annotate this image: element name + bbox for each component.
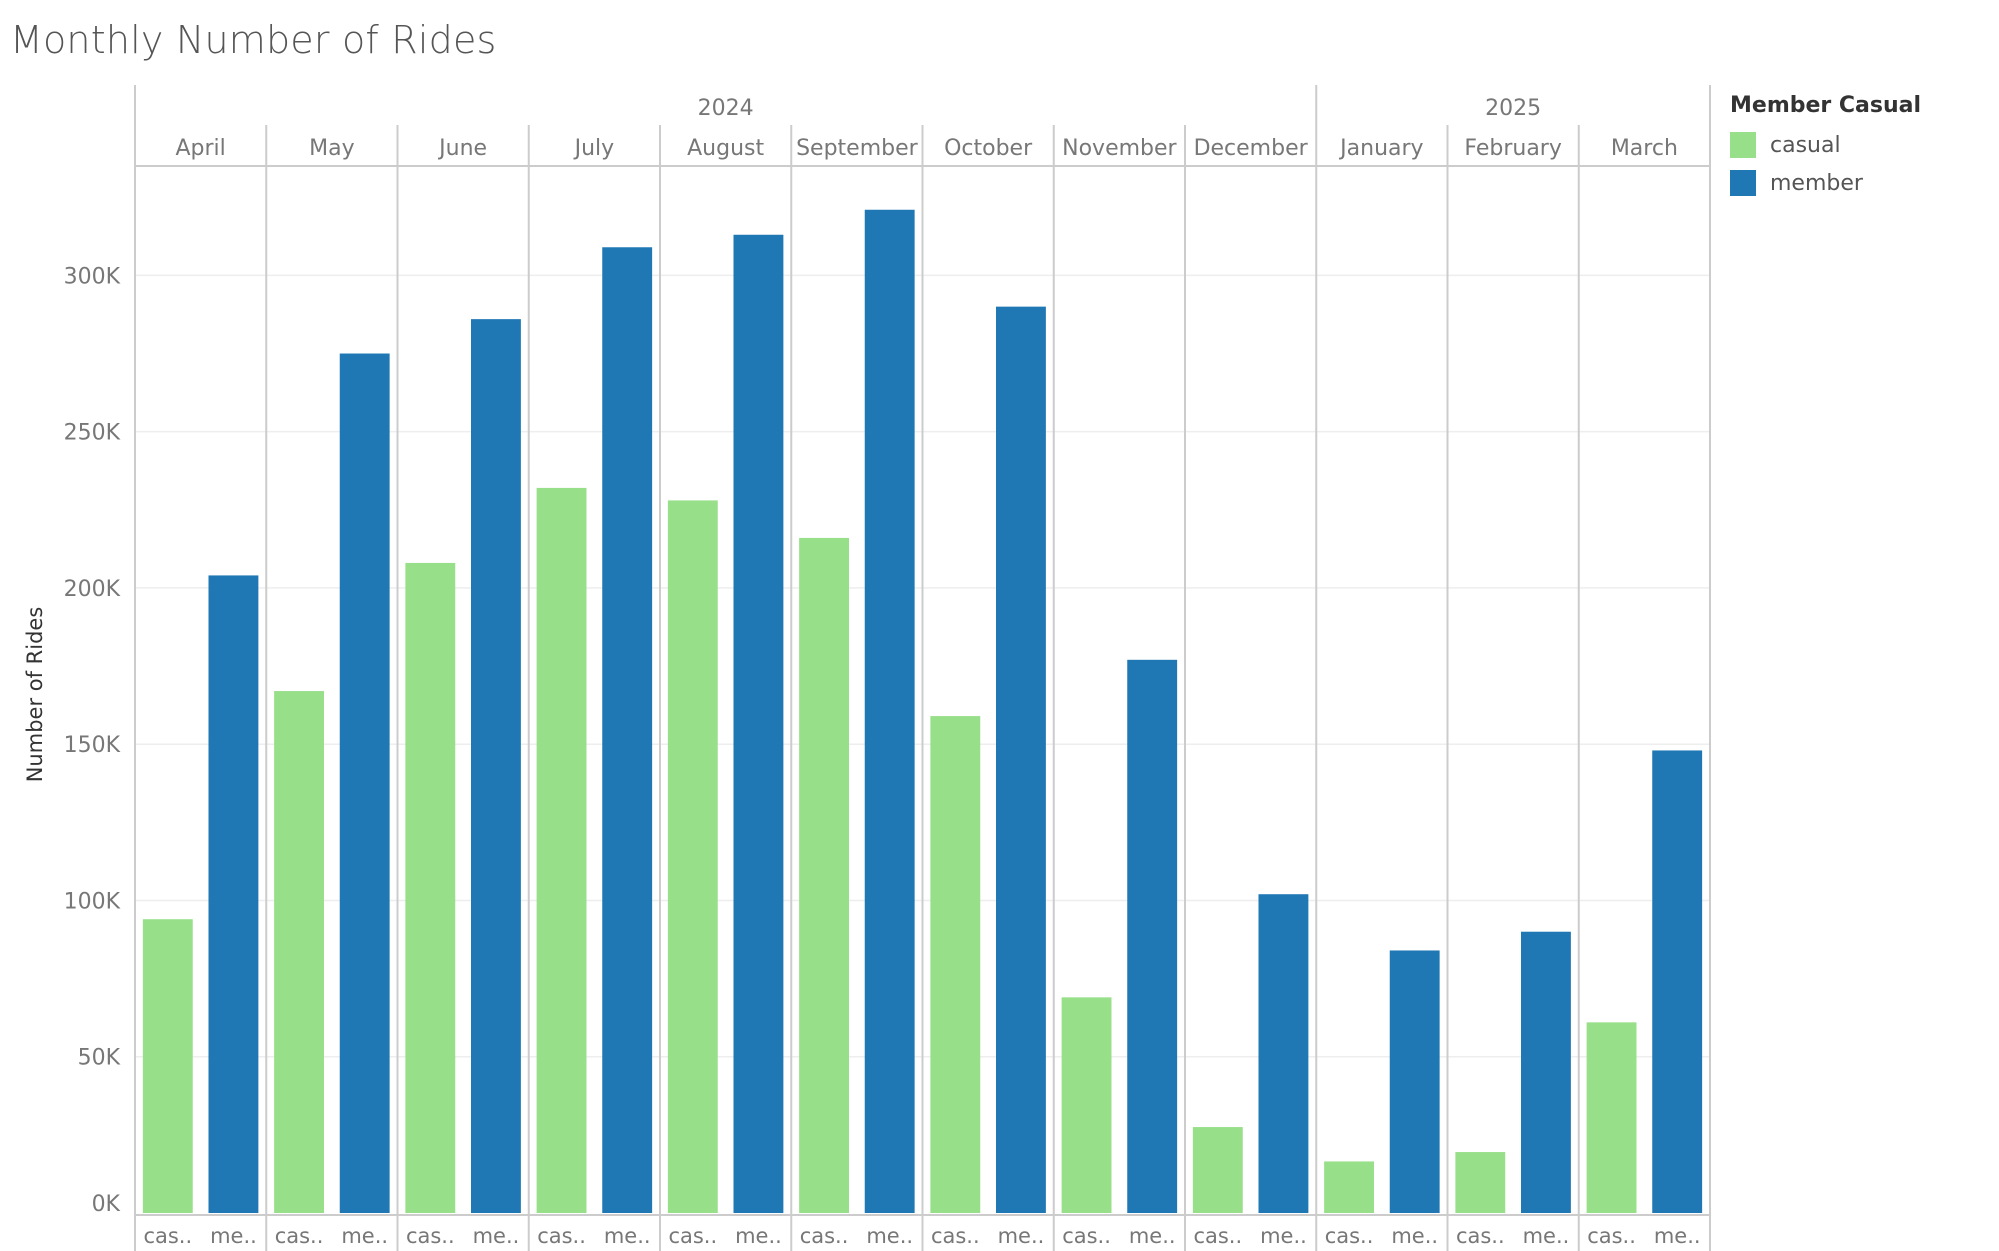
bar-casual-july: [536, 487, 587, 1213]
month-label: March: [1611, 136, 1678, 161]
bar-member-january: [1389, 950, 1440, 1213]
year-label: 2024: [698, 96, 754, 121]
month-label: July: [573, 136, 615, 161]
x-tick-label: me..: [1391, 1224, 1438, 1248]
x-tick-label: cas..: [800, 1224, 849, 1248]
bar-member-november: [1127, 659, 1178, 1213]
bar-casual-january: [1324, 1161, 1374, 1213]
month-label: April: [175, 136, 225, 161]
legend-item-member[interactable]: member: [1730, 164, 1921, 202]
month-label: May: [309, 136, 354, 161]
x-tick-label: cas..: [537, 1224, 586, 1248]
y-tick-label: 150K: [64, 733, 121, 758]
bar-casual-february: [1455, 1152, 1506, 1213]
legend: Member Casual casual member: [1730, 93, 1921, 202]
x-tick-label: cas..: [1062, 1224, 1111, 1248]
legend-title: Member Casual: [1730, 93, 1922, 118]
y-tick-label: 300K: [64, 264, 121, 289]
x-tick-label: me..: [1129, 1224, 1176, 1248]
y-tick-label: 0K: [92, 1192, 121, 1217]
y-tick-label: 50K: [78, 1046, 121, 1071]
x-tick-label: me..: [1260, 1224, 1307, 1248]
bar-member-june: [471, 319, 521, 1213]
month-label: June: [437, 136, 487, 161]
x-tick-label: me..: [1523, 1224, 1570, 1248]
bar-member-march: [1652, 750, 1703, 1213]
legend-swatch-member: [1730, 170, 1756, 196]
bar-casual-december: [1192, 1127, 1243, 1213]
bar-member-july: [602, 247, 653, 1213]
month-label: October: [944, 136, 1033, 161]
month-label: December: [1194, 136, 1309, 161]
x-tick-label: cas..: [1325, 1224, 1374, 1248]
bar-casual-september: [799, 537, 849, 1213]
y-axis-title: Number of Rides: [23, 607, 47, 783]
month-label: January: [1338, 136, 1423, 161]
x-tick-label: me..: [735, 1224, 782, 1248]
bar-member-august: [733, 234, 784, 1214]
bar-member-february: [1521, 931, 1571, 1213]
x-tick-label: me..: [604, 1224, 651, 1248]
y-tick-label: 100K: [64, 889, 121, 914]
month-label: September: [796, 136, 919, 161]
legend-label-casual: casual: [1770, 132, 1841, 158]
x-tick-label: cas..: [406, 1224, 455, 1248]
legend-item-casual[interactable]: casual: [1730, 126, 1921, 164]
x-tick-label: cas..: [931, 1224, 980, 1248]
bar-casual-august: [667, 500, 718, 1213]
x-tick-label: me..: [210, 1224, 257, 1248]
x-tick-label: me..: [473, 1224, 520, 1248]
x-tick-label: cas..: [275, 1224, 324, 1248]
bar-casual-june: [405, 562, 456, 1213]
legend-swatch-casual: [1730, 132, 1756, 158]
bar-casual-may: [274, 691, 324, 1213]
bar-member-april: [208, 575, 259, 1213]
month-label: November: [1062, 136, 1177, 161]
bar-member-october: [996, 306, 1046, 1213]
bar-member-december: [1258, 894, 1309, 1213]
x-tick-label: me..: [341, 1224, 388, 1248]
x-tick-label: cas..: [1193, 1224, 1242, 1248]
x-tick-label: me..: [866, 1224, 913, 1248]
year-label: 2025: [1485, 96, 1541, 121]
x-tick-label: cas..: [668, 1224, 717, 1248]
x-tick-label: cas..: [1456, 1224, 1505, 1248]
chart-title: Monthly Number of Rides: [10, 18, 497, 62]
x-tick-label: me..: [1654, 1224, 1701, 1248]
month-label: August: [687, 136, 764, 161]
bar-member-may: [339, 353, 390, 1213]
legend-label-member: member: [1770, 170, 1863, 196]
y-tick-label: 200K: [64, 577, 121, 602]
bar-member-september: [864, 209, 915, 1213]
x-tick-label: me..: [998, 1224, 1045, 1248]
bar-casual-october: [930, 716, 981, 1213]
bar-casual-march: [1586, 1022, 1637, 1213]
y-tick-label: 250K: [64, 421, 121, 446]
month-label: February: [1464, 136, 1562, 161]
x-tick-label: cas..: [143, 1224, 192, 1248]
x-tick-label: cas..: [1587, 1224, 1636, 1248]
bar-casual-april: [142, 919, 193, 1213]
bar-casual-november: [1061, 997, 1112, 1213]
